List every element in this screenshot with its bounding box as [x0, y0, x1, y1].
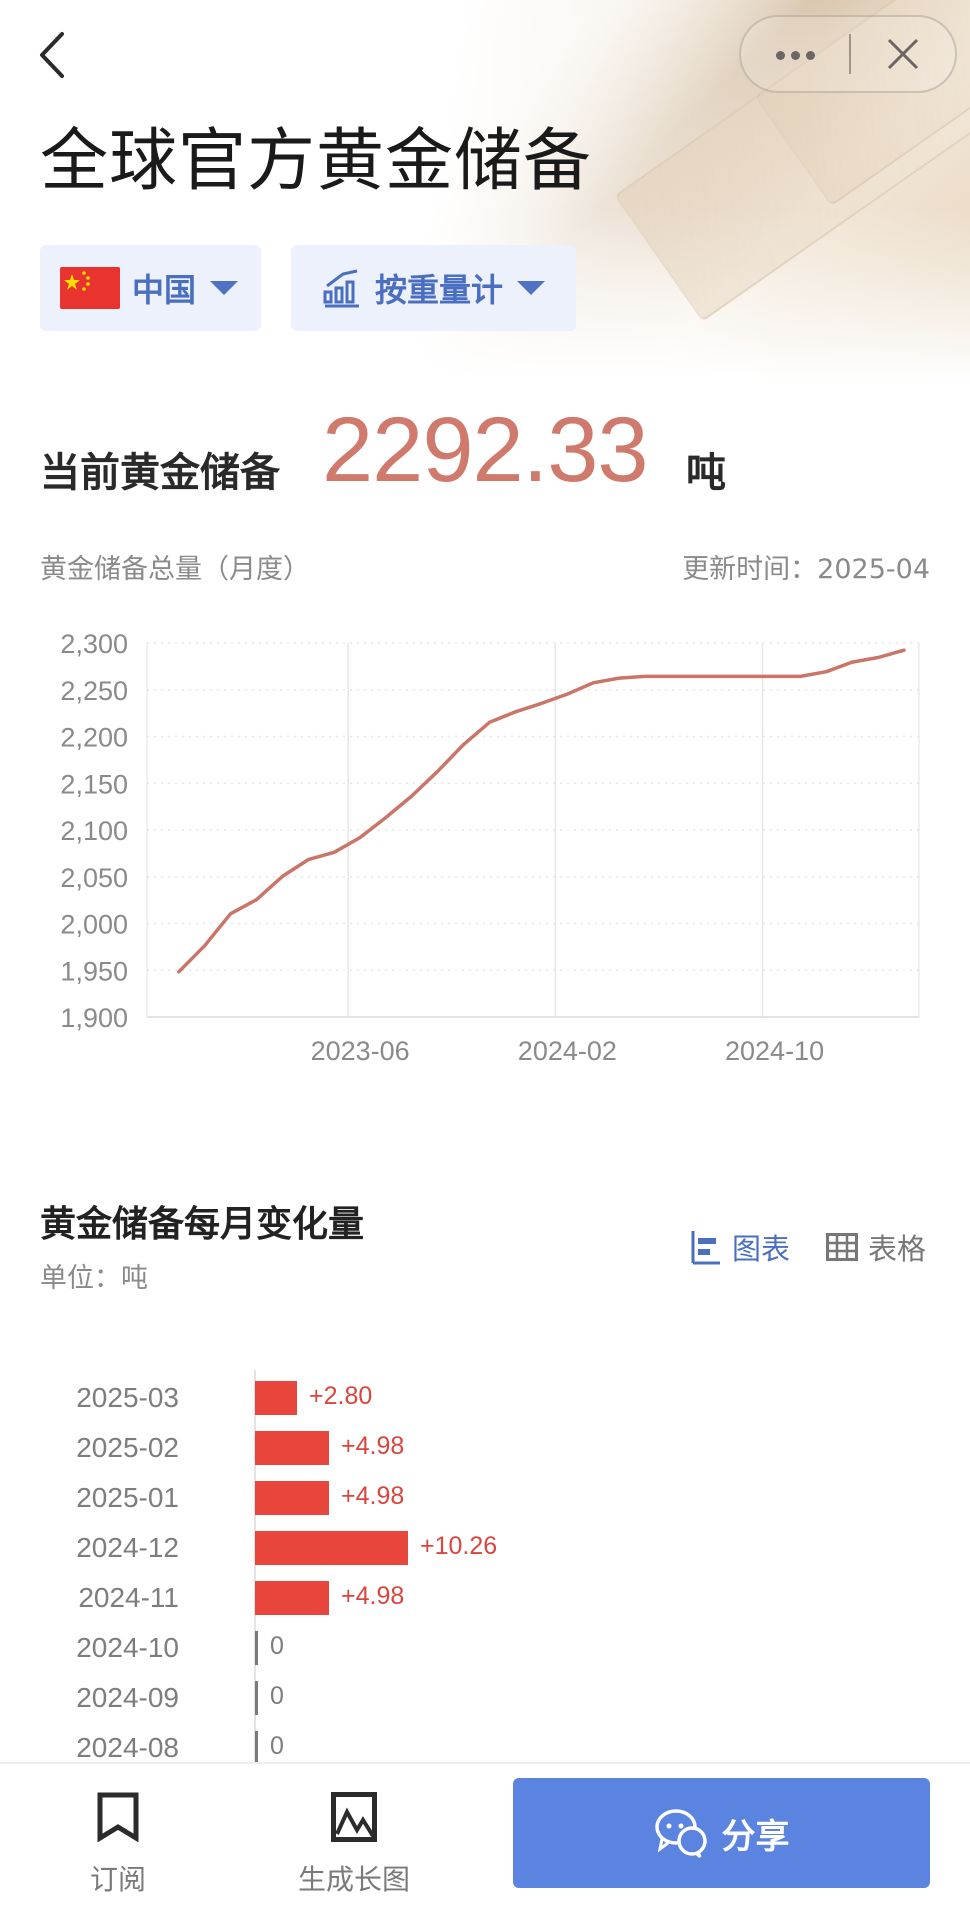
change-bar — [255, 1731, 258, 1762]
change-bar — [255, 1481, 329, 1515]
y-tick-label: 2,250 — [60, 676, 128, 706]
x-tick-label: 2024-02 — [518, 1036, 617, 1066]
bookmark-icon — [97, 1792, 139, 1842]
measure-label: 按重量计 — [375, 271, 504, 309]
line-chart-title: 黄金储备总量（月度） — [40, 554, 310, 585]
monthly-change-unit: 单位：吨 — [40, 1263, 148, 1294]
bar-value-label: +4.98 — [341, 1482, 405, 1510]
bar-row: 2024-11 +4.98 — [0, 1573, 970, 1623]
bar-row: 2025-01 +4.98 — [0, 1473, 970, 1523]
bar-row: 2025-03 +2.80 — [0, 1373, 970, 1423]
subscribe-label: 订阅 — [89, 1863, 146, 1896]
share-button[interactable]: 分享 — [513, 1778, 930, 1888]
change-bar — [255, 1631, 258, 1665]
table-grid-icon — [826, 1233, 858, 1261]
monthly-change-title: 黄金储备每月变化量 — [40, 1204, 365, 1245]
change-bar — [255, 1581, 329, 1615]
bar-chart-growth-icon — [323, 269, 359, 308]
subscribe-button[interactable]: 订阅 — [38, 1792, 198, 1898]
y-tick-label: 2,150 — [60, 769, 128, 799]
change-bar — [255, 1531, 408, 1565]
view-chart-label: 图表 — [732, 1232, 791, 1266]
update-time: 更新时间：2025-04 — [682, 554, 930, 585]
bar-month-label: 2024-10 — [76, 1632, 179, 1663]
image-icon — [331, 1792, 377, 1842]
y-tick-label: 2,100 — [60, 816, 128, 846]
bar-row: 2024-09 0 — [0, 1673, 970, 1723]
view-table-toggle[interactable]: 表格 — [826, 1226, 926, 1268]
country-label: 中国 — [132, 271, 197, 309]
monthly-change-bar-chart: 2025-03 +2.80 2025-02 +4.98 2025-01 +4.98 2024… — [0, 1370, 970, 1762]
bar-row: 2024-10 0 — [0, 1623, 970, 1673]
china-flag-icon — [60, 267, 120, 309]
bar-month-label: 2024-08 — [76, 1732, 179, 1762]
bottom-action-bar: 订阅 生成长图 分享 — [0, 1762, 970, 1922]
change-bar — [255, 1381, 297, 1415]
current-reserve-value: 2292.33 — [322, 399, 649, 501]
close-icon — [887, 38, 919, 70]
y-tick-label: 2,200 — [60, 723, 128, 753]
country-dropdown[interactable]: 中国 — [40, 245, 261, 331]
capsule-divider — [849, 34, 851, 74]
more-button[interactable] — [741, 17, 849, 91]
share-label: 分享 — [721, 1816, 790, 1857]
bar-row: 2024-08 0 — [0, 1723, 970, 1762]
x-tick-label: 2023-06 — [311, 1036, 410, 1066]
generate-long-image-button[interactable]: 生成长图 — [274, 1792, 434, 1898]
change-bar — [255, 1681, 258, 1715]
bar-value-label: 0 — [270, 1682, 284, 1710]
bar-month-label: 2025-02 — [76, 1432, 179, 1463]
current-reserve-label: 当前黄金储备 — [40, 450, 280, 496]
bar-value-label: +4.98 — [341, 1582, 405, 1610]
y-tick-label: 2,300 — [60, 629, 128, 659]
reserve-line — [177, 648, 906, 974]
page-title: 全球官方黄金储备 — [40, 122, 593, 201]
bar-month-label: 2024-12 — [76, 1532, 179, 1563]
y-tick-label: 1,900 — [60, 1003, 128, 1033]
bar-value-label: +2.80 — [309, 1382, 373, 1410]
caret-down-icon — [210, 281, 239, 295]
bar-row: 2024-12 +10.26 — [0, 1523, 970, 1573]
chevron-left-icon — [40, 32, 64, 78]
bar-month-label: 2024-11 — [78, 1582, 179, 1613]
bar-month-label: 2024-09 — [76, 1682, 179, 1713]
generate-long-image-label: 生成长图 — [297, 1863, 410, 1896]
bar-value-label: 0 — [270, 1732, 284, 1760]
bar-value-label: +10.26 — [420, 1532, 498, 1560]
close-button[interactable] — [851, 17, 955, 91]
view-table-label: 表格 — [868, 1232, 927, 1266]
x-tick-label: 2024-10 — [725, 1036, 824, 1066]
measure-dropdown[interactable]: 按重量计 — [291, 245, 576, 331]
current-reserve-unit: 吨 — [686, 450, 726, 496]
bar-chart-icon — [691, 1231, 720, 1265]
back-button[interactable] — [34, 28, 74, 82]
view-chart-toggle[interactable]: 图表 — [690, 1226, 790, 1268]
more-dots-icon — [773, 45, 818, 64]
y-tick-label: 1,950 — [60, 956, 128, 986]
mini-program-capsule — [739, 15, 957, 93]
bar-month-label: 2025-01 — [76, 1482, 179, 1513]
bar-row: 2025-02 +4.98 — [0, 1423, 970, 1473]
change-bar — [255, 1431, 329, 1465]
y-tick-label: 2,050 — [60, 863, 128, 893]
bar-value-label: +4.98 — [341, 1432, 405, 1460]
reserve-line-chart[interactable]: 1,900 1,950 2,000 2,050 2,100 2,150 2,200 2,250… — [0, 600, 970, 1080]
caret-down-icon — [517, 281, 546, 295]
bar-month-label: 2025-03 — [76, 1382, 179, 1413]
y-tick-label: 2,000 — [60, 910, 128, 940]
bar-value-label: 0 — [270, 1632, 284, 1660]
wechat-icon — [654, 1809, 707, 1859]
bar-chart-axis — [254, 1370, 256, 1762]
